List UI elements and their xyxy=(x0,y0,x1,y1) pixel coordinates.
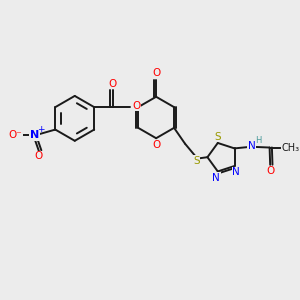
Text: O: O xyxy=(152,140,160,150)
Text: H: H xyxy=(255,136,261,145)
Text: N: N xyxy=(212,173,220,183)
Text: O⁻: O⁻ xyxy=(8,130,22,140)
Text: O: O xyxy=(132,101,141,111)
Text: N: N xyxy=(30,130,39,140)
Text: N: N xyxy=(248,141,256,151)
Text: O: O xyxy=(109,79,117,88)
Text: O: O xyxy=(35,151,43,161)
Text: CH₃: CH₃ xyxy=(281,142,300,152)
Text: S: S xyxy=(214,132,221,142)
Text: N: N xyxy=(232,167,240,177)
Text: O: O xyxy=(266,166,274,176)
Text: S: S xyxy=(193,156,200,166)
Text: O: O xyxy=(152,68,160,78)
Text: +: + xyxy=(37,125,44,134)
